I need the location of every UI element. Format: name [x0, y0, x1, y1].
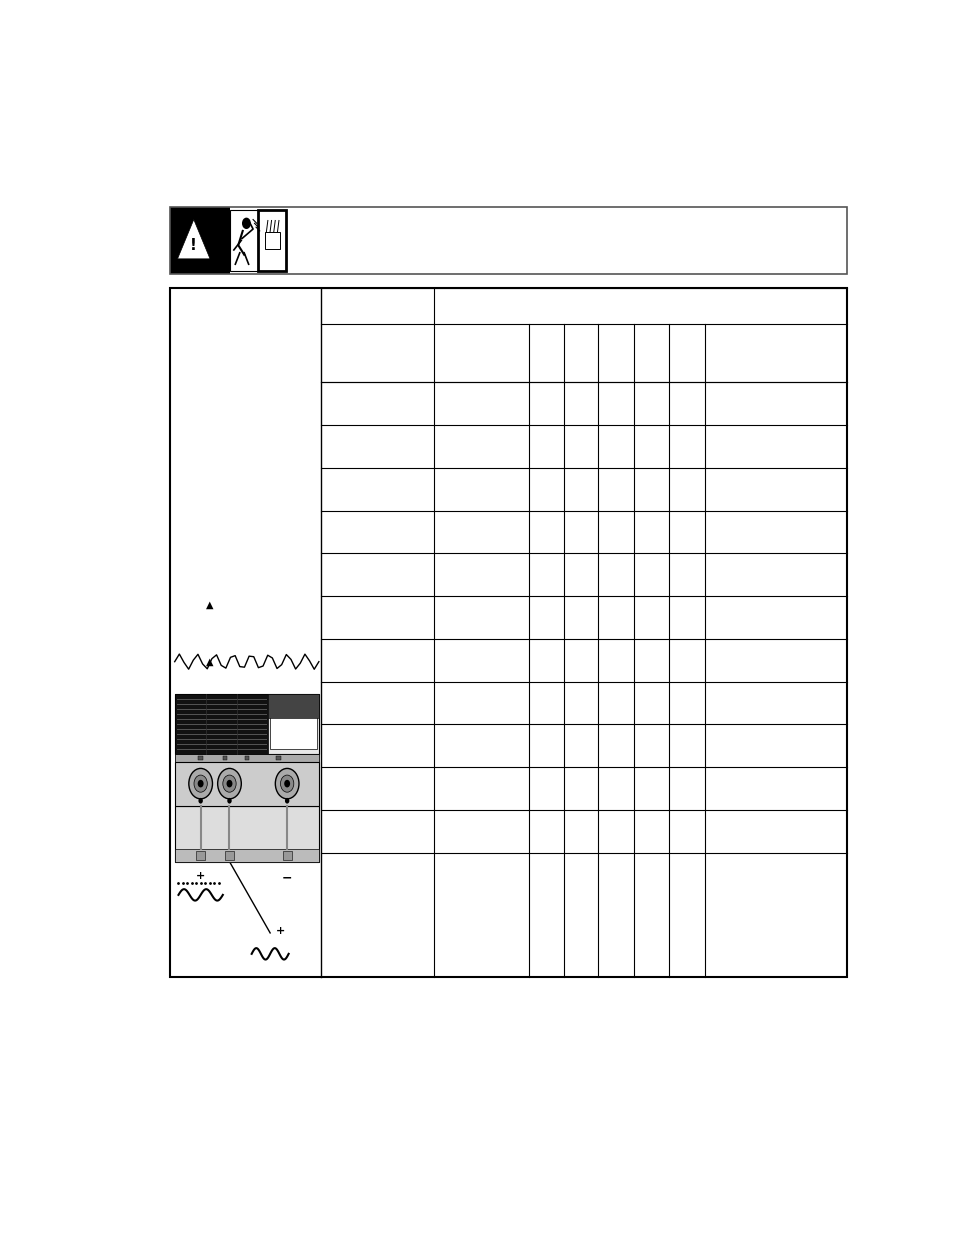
Bar: [198, 756, 203, 760]
Bar: [270, 716, 317, 748]
Bar: [174, 694, 268, 753]
Bar: [174, 694, 318, 753]
Circle shape: [217, 768, 241, 799]
Bar: [170, 207, 846, 274]
Text: +: +: [195, 871, 205, 881]
Bar: [223, 756, 227, 760]
Bar: [265, 232, 279, 249]
Circle shape: [285, 798, 289, 804]
Circle shape: [275, 768, 298, 799]
Circle shape: [223, 776, 236, 792]
Text: ▲: ▲: [206, 600, 213, 610]
Bar: [244, 756, 249, 760]
Text: −: −: [281, 871, 293, 884]
Bar: [225, 851, 233, 860]
Bar: [174, 753, 318, 762]
Circle shape: [227, 798, 232, 804]
Bar: [170, 288, 846, 977]
Circle shape: [284, 779, 290, 788]
Circle shape: [193, 776, 207, 792]
Bar: [174, 762, 318, 805]
Bar: [286, 207, 846, 274]
Bar: [196, 851, 205, 860]
Bar: [174, 850, 318, 862]
Circle shape: [242, 217, 251, 228]
Bar: [258, 210, 286, 270]
Circle shape: [226, 779, 233, 788]
Circle shape: [189, 768, 213, 799]
Text: +: +: [275, 926, 285, 936]
Text: !: !: [191, 237, 197, 253]
Circle shape: [198, 798, 203, 804]
Bar: [170, 207, 230, 274]
Bar: [276, 756, 280, 760]
Circle shape: [197, 779, 203, 788]
Circle shape: [280, 776, 294, 792]
Polygon shape: [177, 220, 210, 259]
Bar: [282, 851, 292, 860]
Bar: [174, 805, 318, 862]
Text: ▲: ▲: [206, 657, 213, 667]
Bar: [230, 210, 258, 270]
Bar: [268, 694, 318, 718]
